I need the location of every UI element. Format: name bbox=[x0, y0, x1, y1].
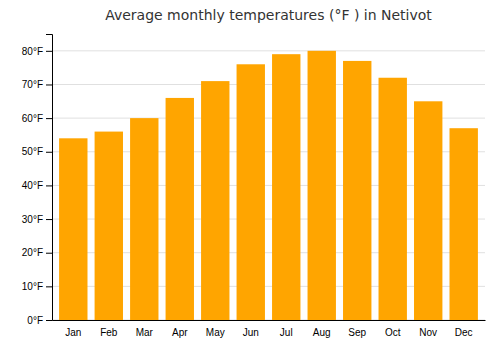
x-tick: Sep bbox=[348, 327, 366, 338]
x-tick: Dec bbox=[455, 327, 473, 338]
y-tick-label: 20°F bbox=[22, 247, 43, 258]
title: Average monthly temperatures (°F ) in Ne… bbox=[105, 7, 432, 23]
x-tick: Jun bbox=[243, 327, 259, 338]
y-tick-mark bbox=[46, 286, 52, 287]
y-tick-label: 70°F bbox=[22, 79, 43, 90]
y-tick-label: 0°F bbox=[27, 315, 43, 326]
x-tick: Feb bbox=[100, 327, 118, 338]
x-tick-label: Dec bbox=[455, 327, 473, 338]
y-tick: 10°F bbox=[22, 281, 52, 292]
bar bbox=[237, 64, 265, 320]
x-tick-label: Apr bbox=[172, 327, 188, 338]
x-tick: Aug bbox=[313, 327, 331, 338]
x-tick-label: Jul bbox=[280, 327, 293, 338]
y-tick: 80°F bbox=[22, 46, 52, 57]
y-tick-mark bbox=[46, 185, 52, 186]
bar bbox=[308, 51, 336, 320]
x-tick: Nov bbox=[419, 327, 437, 338]
y-tick: 70°F bbox=[22, 79, 52, 90]
x-tick-label: Mar bbox=[136, 327, 154, 338]
y-tick-mark bbox=[46, 320, 52, 321]
x-tick-label: Feb bbox=[100, 327, 118, 338]
x-tick-label: Oct bbox=[385, 327, 401, 338]
grid-line bbox=[52, 84, 485, 85]
x-tick-label: Aug bbox=[313, 327, 331, 338]
x-tick-label: Nov bbox=[419, 327, 437, 338]
y-tick: 30°F bbox=[22, 214, 52, 225]
plot-area bbox=[59, 51, 478, 320]
y-tick-mark bbox=[46, 118, 52, 119]
y-tick: 20°F bbox=[22, 247, 52, 258]
x-tick: Oct bbox=[385, 327, 401, 338]
bar bbox=[379, 78, 407, 320]
grid-line bbox=[52, 50, 485, 51]
y-tick-mark bbox=[46, 253, 52, 254]
bar bbox=[272, 54, 300, 320]
y-tick-mark bbox=[46, 152, 52, 153]
x-tick-label: Jun bbox=[243, 327, 259, 338]
y-tick-label: 80°F bbox=[22, 46, 43, 57]
y-tick: 50°F bbox=[22, 146, 52, 157]
bar bbox=[95, 132, 123, 320]
y-tick-mark bbox=[46, 219, 52, 220]
y-tick-label: 30°F bbox=[22, 214, 43, 225]
bar bbox=[130, 118, 158, 320]
x-axis: Jan Feb Mar Apr May Jun Jul Aug Sep Oct Nov Dec bbox=[53, 321, 486, 339]
y-tick-label: 10°F bbox=[22, 281, 43, 292]
y-tick-label: 50°F bbox=[22, 146, 43, 157]
y-axis-line bbox=[46, 35, 53, 321]
x-axis-line bbox=[53, 320, 486, 321]
x-tick-label: Sep bbox=[348, 327, 366, 338]
y-tick-mark bbox=[46, 84, 52, 85]
y-tick: 60°F bbox=[22, 113, 52, 124]
y-tick: 40°F bbox=[22, 180, 52, 191]
chart: 0°F 10°F 20°F 30°F 40°F 50°F 60°F 70°F 80°F Jan Fe… bbox=[0, 0, 500, 350]
x-tick: Jan bbox=[65, 327, 81, 338]
bar bbox=[59, 138, 87, 320]
y-tick-label: 60°F bbox=[22, 113, 43, 124]
bar bbox=[343, 61, 371, 320]
bar bbox=[450, 128, 478, 320]
bar bbox=[414, 101, 442, 320]
y-tick-mark bbox=[46, 51, 52, 52]
x-tick: Jul bbox=[280, 327, 293, 338]
y-tick-label: 40°F bbox=[22, 180, 43, 191]
bar bbox=[201, 81, 229, 320]
x-tick: May bbox=[206, 327, 225, 338]
grid bbox=[52, 51, 485, 320]
x-tick: Mar bbox=[136, 327, 154, 338]
x-tick-label: Jan bbox=[65, 327, 81, 338]
bar bbox=[166, 98, 194, 320]
y-axis: 0°F 10°F 20°F 30°F 40°F 50°F 60°F 70°F 80°F bbox=[22, 35, 53, 326]
x-tick: Apr bbox=[172, 327, 188, 338]
y-tick: 0°F bbox=[27, 315, 52, 326]
x-tick-label: May bbox=[206, 327, 225, 338]
